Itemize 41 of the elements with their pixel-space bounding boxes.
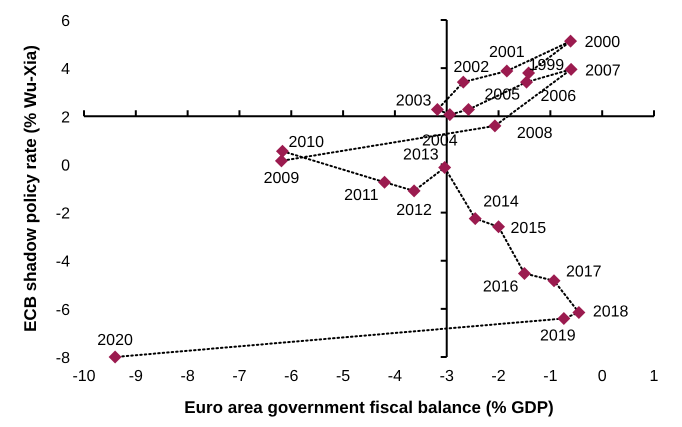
annotation: 2014: [483, 194, 519, 211]
annotation: 2000: [584, 34, 620, 52]
annotation: 2018: [592, 303, 629, 320]
annotation: 2013: [403, 146, 439, 164]
x-tick-label: -10: [72, 368, 96, 385]
y-tick-label: -2: [56, 206, 70, 223]
annotation: 2015: [510, 220, 546, 237]
annotation: 2020: [97, 332, 133, 349]
annotation: 2011: [344, 187, 379, 204]
y-tick-label: 2: [61, 109, 70, 126]
annotation: 2010: [288, 134, 324, 152]
x-axis-title: Euro area government fiscal balance (% GDP): [184, 398, 554, 417]
x-tick-label: -6: [284, 368, 298, 385]
annotation: 2019: [540, 327, 576, 344]
y-axis-title: ECB shadow policy rate (% Wu-Xia): [21, 45, 40, 332]
x-tick-label: -3: [440, 368, 454, 385]
x-tick-label: -8: [180, 368, 195, 385]
x-tick-label: -1: [543, 368, 558, 385]
annotation: 2006: [540, 88, 576, 106]
annotation: 2002: [454, 59, 490, 76]
y-tick-label: 4: [61, 61, 70, 78]
x-tick-label: -7: [232, 368, 247, 385]
annotation: 2001: [489, 44, 525, 62]
y-tick-label: 0: [61, 157, 70, 174]
annotation: 2016: [482, 278, 519, 296]
y-tick-label: -4: [56, 254, 70, 271]
x-tick-label: -9: [128, 368, 144, 385]
y-tick-label: -8: [56, 350, 70, 367]
annotation: 2007: [585, 62, 621, 80]
x-tick-label: 1: [650, 368, 659, 385]
x-tick-label: 0: [598, 368, 607, 385]
x-tick-label: -5: [336, 368, 350, 385]
y-tick-label: -6: [56, 302, 70, 319]
y-tick-label: 6: [61, 13, 70, 30]
annotation: 2017: [566, 264, 602, 281]
x-tick-label: -2: [491, 368, 506, 385]
x-tick-label: -4: [388, 368, 402, 385]
annotation: 2008: [516, 124, 553, 142]
annotation: 2009: [264, 170, 300, 187]
annotation: 2003: [396, 92, 432, 110]
annotation: 2012: [396, 202, 432, 219]
